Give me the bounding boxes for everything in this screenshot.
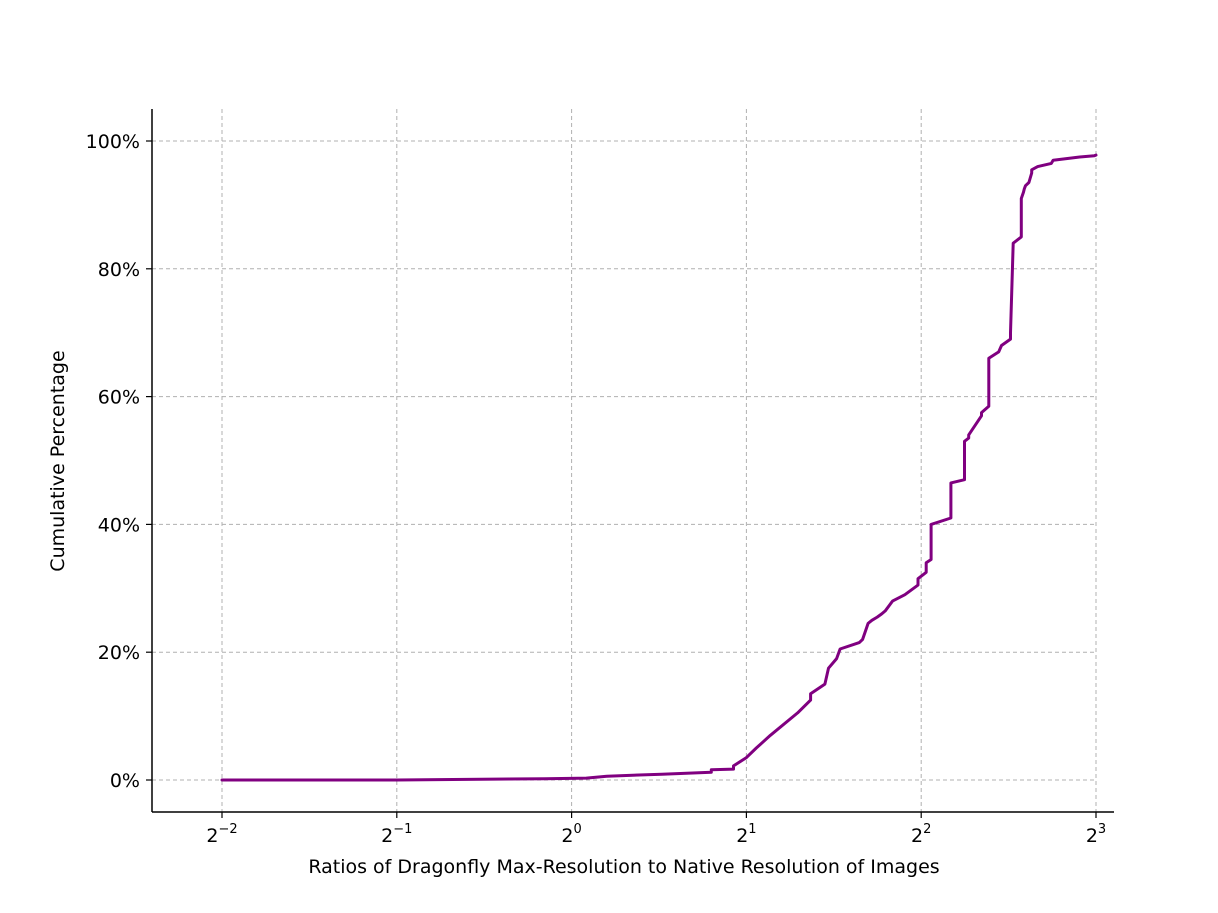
x-axis-ticks: 2−2 2−1 20 21 22 23: [206, 812, 1106, 847]
x-tick-label: 21: [736, 822, 756, 847]
x-tick-label: 20: [561, 822, 581, 847]
y-tick-label: 40%: [98, 514, 140, 536]
y-axis-label: Cumulative Percentage: [47, 350, 69, 571]
y-tick-label: 100%: [86, 131, 140, 153]
y-tick-label: 80%: [98, 259, 140, 281]
grid: [152, 109, 1097, 812]
x-axis-label: Ratios of Dragonfly Max-Resolution to Na…: [308, 856, 939, 878]
x-tick-label: 2−2: [206, 822, 237, 847]
series-line: [220, 153, 1098, 782]
x-tick-label: 2−1: [381, 822, 412, 847]
x-tick-label: 23: [1086, 822, 1106, 847]
y-tick-label: 0%: [110, 770, 140, 792]
y-tick-label: 60%: [98, 387, 140, 409]
y-tick-label: 20%: [98, 642, 140, 664]
x-tick-label: 22: [911, 822, 931, 847]
y-axis-ticks: 0% 20% 40% 60% 80% 100%: [86, 131, 152, 792]
